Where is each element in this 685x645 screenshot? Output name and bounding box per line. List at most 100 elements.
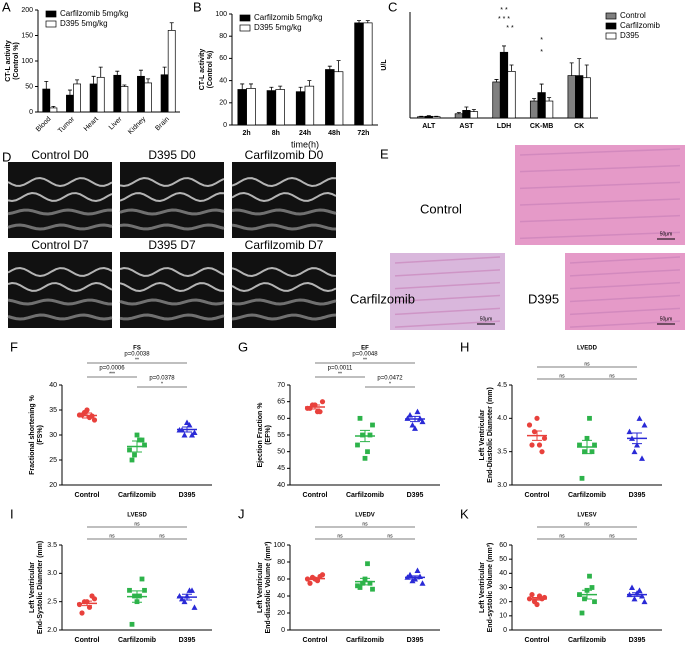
bar — [424, 115, 433, 119]
y-tick-label: 50 — [499, 556, 507, 563]
y-axis-label: U/L — [381, 59, 388, 71]
bar — [469, 111, 479, 119]
image-caption: D395 D0 — [148, 148, 196, 162]
bar — [42, 88, 51, 113]
error-bar — [169, 22, 174, 31]
y-tick-label: 0 — [29, 109, 33, 116]
significance-stars: ns — [362, 521, 368, 527]
sem-bar — [532, 597, 542, 601]
x-tick-label: Liver — [108, 115, 124, 131]
data-point — [419, 418, 426, 425]
error-bar — [502, 45, 506, 53]
x-tick-label: Brain — [154, 116, 171, 133]
tissue-fiber — [519, 164, 681, 173]
data-point — [89, 593, 95, 599]
echo-image — [8, 252, 112, 328]
data-point — [84, 407, 90, 413]
bar — [120, 86, 129, 113]
image-caption: Carfilzomib D0 — [245, 148, 324, 162]
echo-trace — [231, 223, 337, 231]
y-tick-label: 45 — [277, 465, 285, 472]
error-bar — [509, 64, 514, 72]
y-tick-label: 0 — [223, 122, 227, 129]
x-tick-label: Control — [525, 492, 550, 499]
sem-bar — [360, 429, 370, 443]
error-bar — [539, 83, 544, 93]
sem-bar — [632, 592, 642, 597]
significance-stars: ** — [338, 371, 342, 377]
data-point — [626, 428, 633, 435]
data-point — [639, 455, 645, 461]
sem-bar — [410, 575, 420, 580]
data-point — [357, 415, 363, 421]
echo-trace — [231, 266, 337, 277]
error-bar — [307, 80, 312, 87]
y-axis-label: End-Systolic Diameter (mm) — [37, 541, 44, 634]
y-tick-label: 20 — [49, 482, 57, 489]
tissue-fiber — [569, 269, 681, 277]
data-point — [636, 587, 643, 593]
bar — [275, 89, 285, 126]
x-tick-label: CK — [574, 123, 584, 130]
error-bar — [471, 109, 476, 112]
data-point — [639, 593, 645, 599]
data-point — [365, 561, 370, 567]
y-axis-label: End-diastolic Volume (mm³) — [265, 541, 272, 633]
data-point — [579, 610, 585, 616]
bar — [137, 75, 145, 113]
histology-image — [565, 253, 685, 330]
chart-title: LVESD — [127, 513, 147, 519]
data-point — [191, 604, 198, 610]
bar — [567, 75, 576, 119]
data-point — [367, 580, 373, 586]
bar — [246, 88, 256, 126]
x-tick-label: 48h — [328, 130, 340, 137]
y-axis-label: CT-L activity — [199, 49, 206, 91]
echo-trace — [7, 298, 113, 306]
bar — [89, 83, 98, 113]
x-tick-label: ALT — [422, 123, 436, 130]
p-value: p=0.0011 — [328, 366, 353, 372]
data-point — [137, 437, 142, 443]
data-point — [360, 580, 365, 586]
error-bar — [278, 85, 283, 90]
significance-stars: ns — [387, 533, 393, 539]
y-axis-label: (EF%) — [265, 425, 272, 445]
data-point — [317, 409, 323, 415]
significance-label: * * — [500, 7, 508, 14]
sem-bar — [82, 412, 92, 419]
y-tick-label: 2.5 — [47, 599, 57, 606]
error-bar — [365, 20, 370, 23]
x-tick-label: D395 — [407, 492, 424, 499]
tissue-fiber — [519, 148, 681, 156]
sem-bar — [582, 589, 592, 600]
x-tick-label: Carfilzomib — [568, 492, 606, 499]
y-tick-label: 65 — [277, 399, 285, 406]
echo-trace — [7, 177, 113, 188]
error-bar — [336, 60, 341, 72]
bar — [266, 90, 277, 126]
data-point — [634, 442, 640, 448]
x-tick-label: 8h — [272, 130, 280, 137]
data-point — [355, 583, 360, 589]
data-point — [132, 452, 137, 458]
panel-label: E — [380, 146, 389, 161]
legend-swatch — [45, 20, 57, 28]
error-bar — [162, 66, 167, 75]
scale-bar-label: 50μm — [480, 316, 493, 322]
data-point — [577, 442, 582, 448]
error-bar — [98, 66, 103, 78]
x-axis-label: time(h) — [291, 139, 319, 149]
error-bar — [248, 83, 253, 89]
y-tick-label: 30 — [49, 432, 57, 439]
error-bar — [75, 79, 80, 84]
x-tick-label: Carfilzomib — [118, 492, 156, 499]
sem-bar — [410, 415, 420, 423]
bar — [144, 82, 152, 113]
data-point — [139, 576, 145, 582]
y-axis-label: (Control %) — [207, 51, 214, 89]
echo-trace — [231, 176, 337, 187]
x-tick-label: Carfilzomib — [346, 637, 384, 644]
y-tick-label: 3.5 — [47, 542, 57, 549]
image-caption: D395 D7 — [148, 238, 196, 252]
